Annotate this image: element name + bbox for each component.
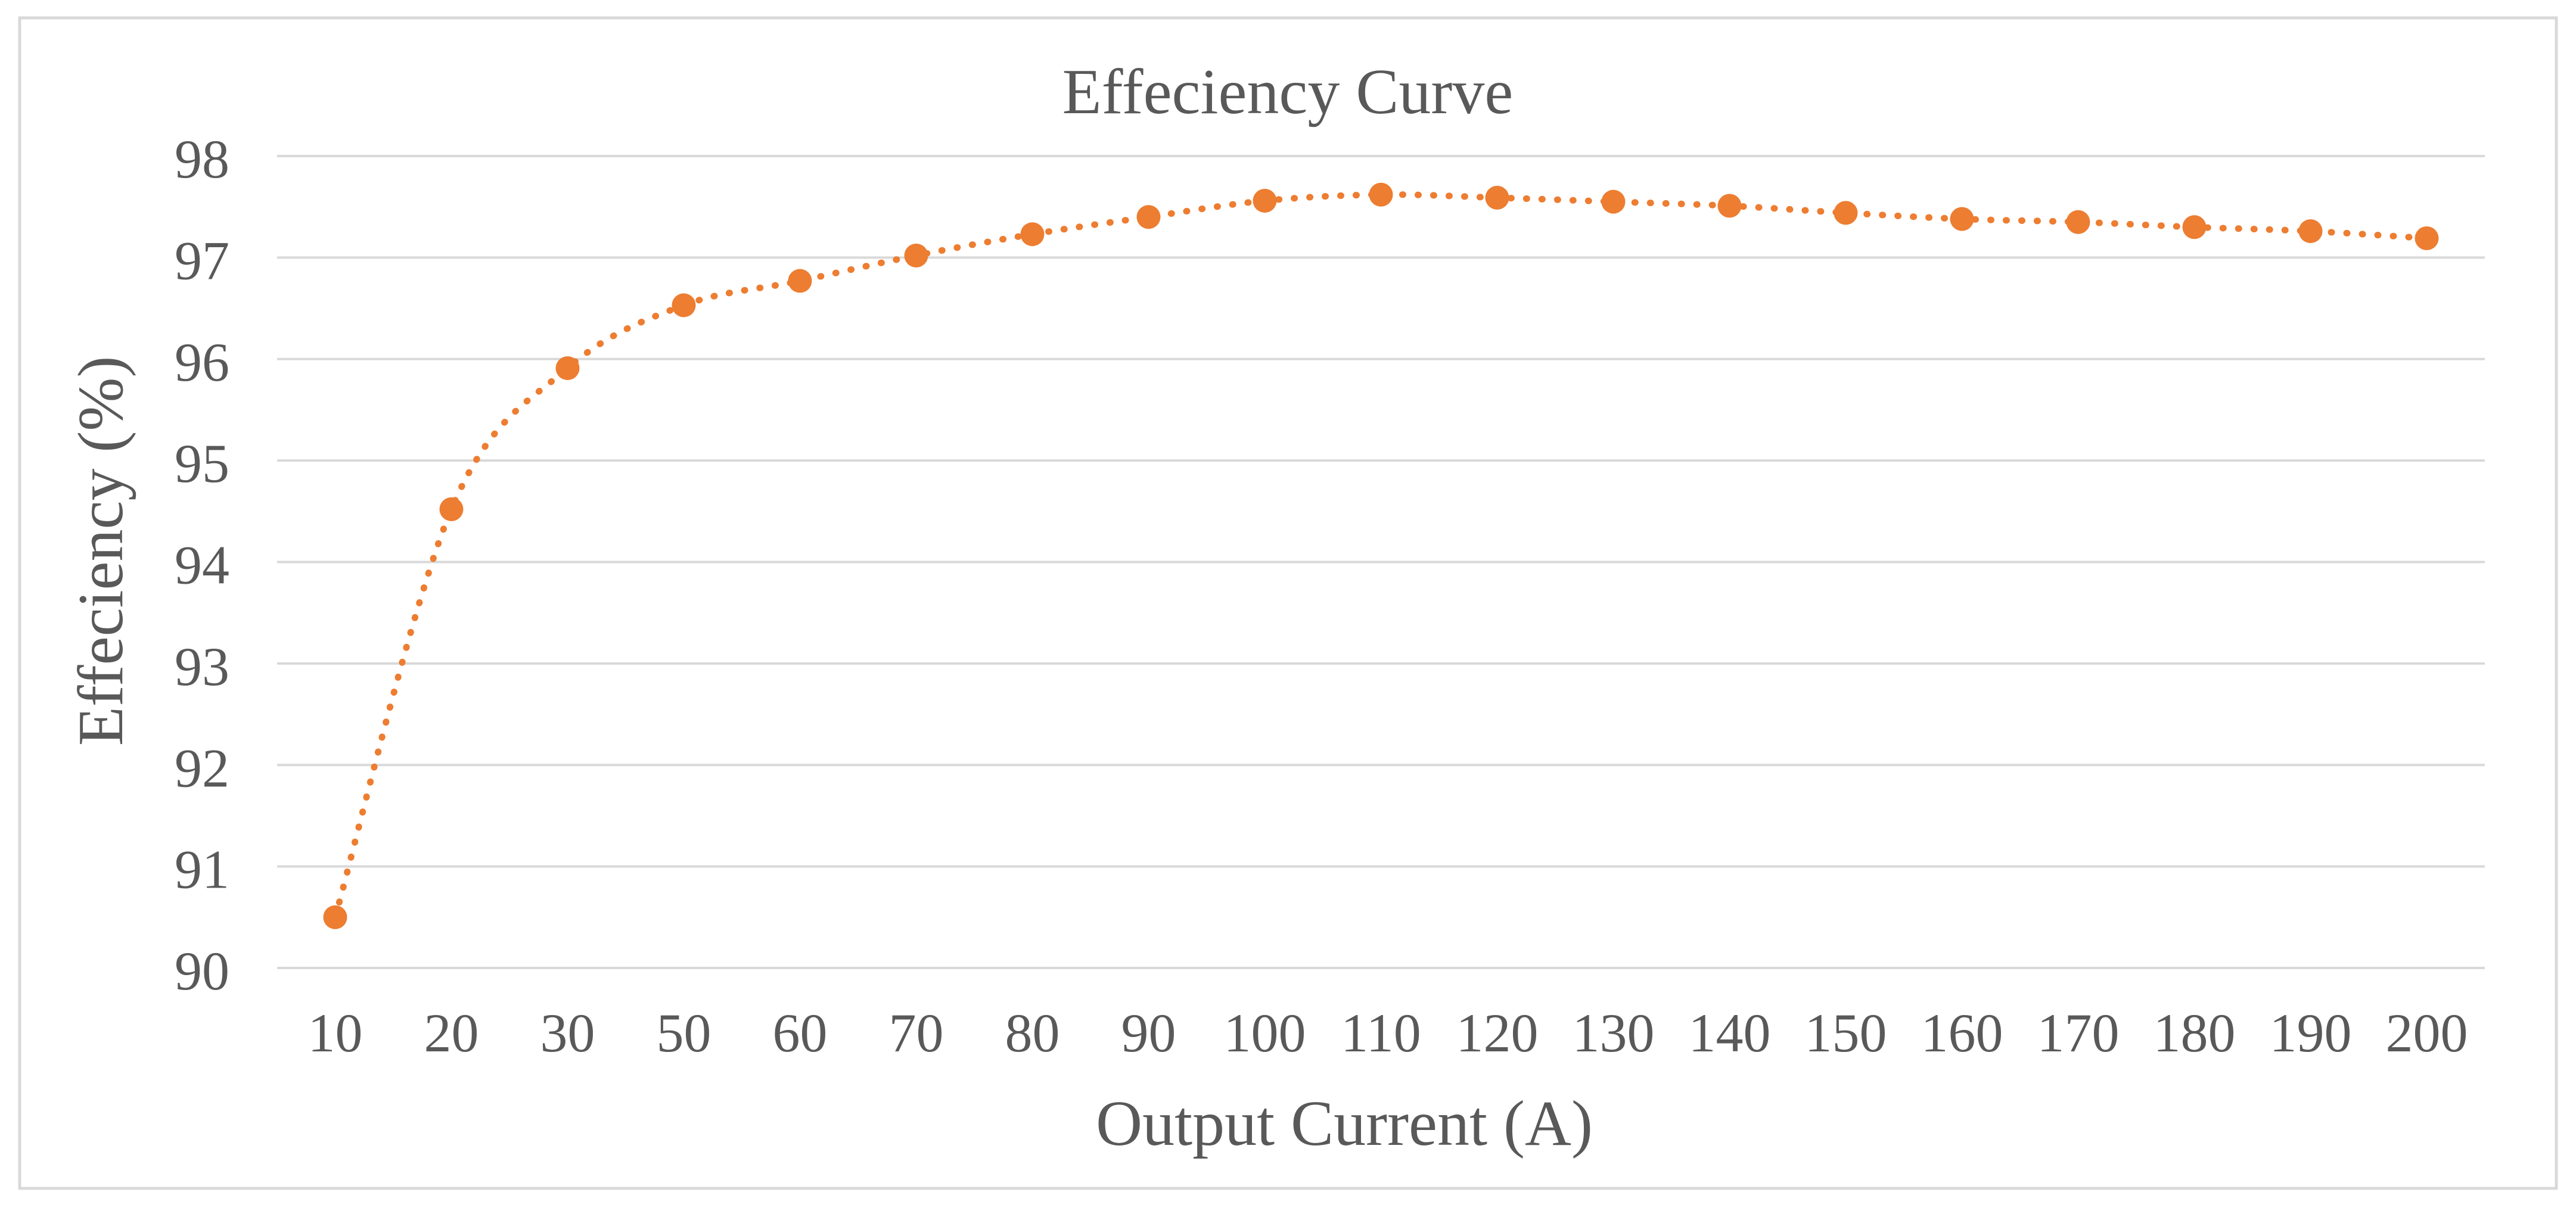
data-point — [2415, 226, 2439, 251]
y-tick-label: 93 — [175, 636, 229, 697]
data-point — [555, 356, 580, 381]
x-axis-label: Output Current (A) — [1096, 1088, 1593, 1159]
y-tick-label: 92 — [175, 737, 229, 798]
data-point — [1834, 201, 1858, 225]
data-point — [1136, 205, 1161, 229]
gridlines — [277, 155, 2485, 969]
x-tick-label: 190 — [2270, 1003, 2352, 1063]
data-point — [323, 905, 347, 929]
x-tick-label: 100 — [1224, 1003, 1306, 1063]
y-tick-label: 98 — [175, 129, 229, 189]
data-point — [1485, 185, 1509, 210]
data-point — [1950, 207, 1974, 231]
data-point — [904, 243, 928, 267]
x-tick-label: 180 — [2154, 1003, 2236, 1063]
x-tick-label: 20 — [424, 1003, 479, 1063]
y-tick-label: 90 — [175, 941, 229, 1001]
data-point — [439, 497, 464, 521]
x-tick-label: 60 — [773, 1003, 828, 1063]
y-tick-label: 96 — [175, 332, 229, 393]
x-axis-ticks: 10 20 30 50 60 70 80 90 100 110 120 130 140 150 160 170… — [308, 1003, 2468, 1063]
data-point — [788, 269, 812, 293]
chart-title: Effeciency Curve — [1062, 57, 1514, 127]
chart-border — [18, 16, 2558, 1190]
x-tick-label: 10 — [308, 1003, 363, 1063]
x-tick-label: 200 — [2386, 1003, 2468, 1063]
x-tick-label: 70 — [889, 1003, 944, 1063]
data-point — [1601, 189, 1626, 214]
x-tick-label: 80 — [1005, 1003, 1060, 1063]
x-tick-label: 90 — [1121, 1003, 1176, 1063]
data-point — [2298, 219, 2323, 244]
y-axis-label: Effeciency (%) — [66, 356, 136, 746]
y-tick-label: 95 — [175, 433, 229, 494]
y-tick-label: 97 — [175, 230, 229, 291]
x-tick-label: 140 — [1689, 1003, 1771, 1063]
x-tick-label: 160 — [1921, 1003, 2003, 1063]
series-effeciency — [323, 182, 2439, 929]
x-tick-label: 170 — [2037, 1003, 2120, 1063]
x-tick-label: 130 — [1573, 1003, 1655, 1063]
x-tick-label: 150 — [1805, 1003, 1887, 1063]
y-tick-label: 91 — [175, 839, 229, 900]
data-point — [2066, 210, 2090, 234]
x-tick-label: 50 — [657, 1003, 711, 1063]
data-point — [1020, 222, 1045, 247]
data-point — [1369, 182, 1393, 207]
y-axis-ticks: 90 91 92 93 94 95 96 97 98 — [175, 129, 229, 1001]
data-point — [2182, 215, 2207, 239]
trend-line — [332, 191, 2430, 921]
y-tick-label: 94 — [175, 535, 229, 596]
x-tick-label: 120 — [1456, 1003, 1539, 1063]
data-point — [672, 293, 696, 317]
data-point — [1717, 194, 1742, 218]
x-tick-label: 110 — [1341, 1003, 1421, 1063]
x-tick-label: 30 — [540, 1003, 595, 1063]
data-point — [1253, 188, 1277, 213]
